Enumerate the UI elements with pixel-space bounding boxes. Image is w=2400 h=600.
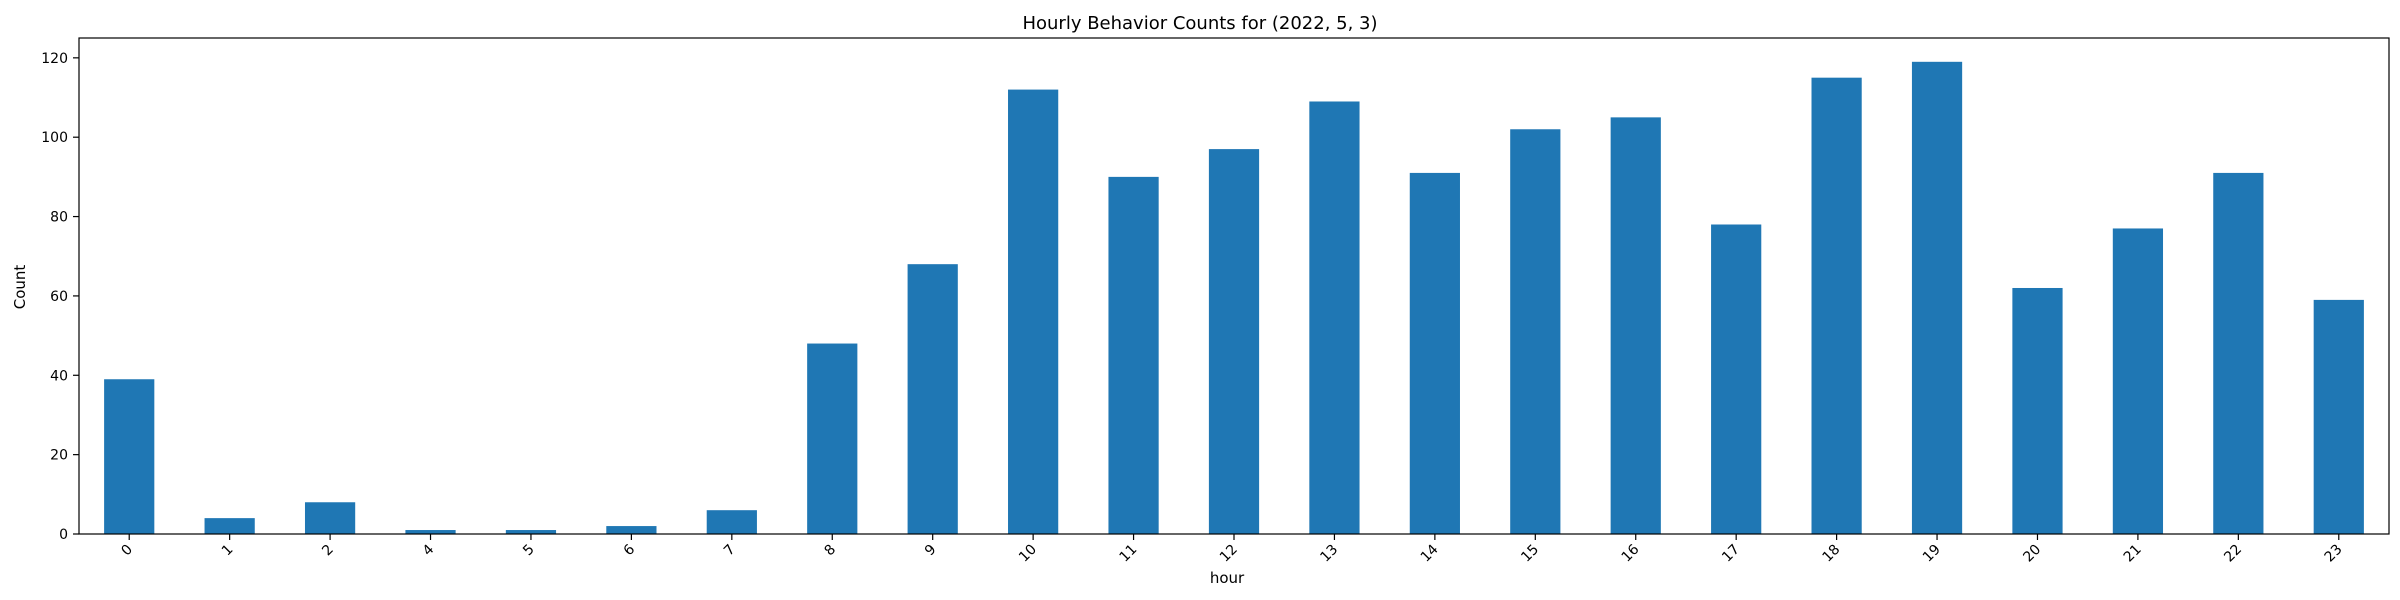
y-tick-label: 80 — [50, 210, 68, 226]
x-tick-label: 7 — [721, 542, 739, 560]
bar-hour-14 — [1409, 172, 1460, 535]
bar-hour-9 — [907, 264, 958, 534]
x-tick-label: 9 — [922, 542, 940, 560]
x-tick-label: 6 — [621, 541, 639, 559]
x-tick-label: 14 — [1418, 541, 1442, 565]
bar-hour-8 — [807, 343, 858, 534]
x-tick-label: 10 — [1016, 542, 1040, 566]
x-tick-label: 23 — [2322, 542, 2346, 566]
bar-hour-20 — [2012, 287, 2063, 534]
x-tick-label: 18 — [1820, 542, 1844, 566]
bar-hour-22 — [2213, 172, 2264, 535]
bar-hour-12 — [1208, 149, 1260, 534]
y-tick-label: 40 — [50, 368, 68, 384]
y-axis: 0 20 40 60 80 100 120 — [41, 51, 79, 543]
x-tick-label: 5 — [520, 542, 538, 560]
x-tick-label: 19 — [1920, 542, 1944, 566]
x-tick-label: 1 — [219, 542, 237, 560]
bar-hour-10 — [1008, 89, 1059, 535]
x-tick-label: 12 — [1217, 542, 1241, 566]
y-tick-label: 20 — [50, 448, 68, 464]
bar-hour-15 — [1510, 129, 1561, 534]
x-tick-label: 4 — [420, 541, 438, 559]
x-tick-label: 21 — [2121, 542, 2145, 566]
bar-hour-18 — [1811, 77, 1862, 535]
x-tick-label: 11 — [1116, 542, 1140, 566]
y-axis-title: Count — [11, 265, 29, 310]
x-tick-label: 17 — [1719, 542, 1743, 566]
plot-area — [78, 37, 2390, 535]
y-tick-label: 60 — [50, 289, 68, 305]
x-tick-label: 2 — [319, 542, 337, 560]
bar-hour-4 — [405, 530, 456, 534]
bar-hour-13 — [1309, 101, 1360, 534]
bar-hour-6 — [606, 526, 657, 534]
x-tick-label: 20 — [2020, 542, 2044, 566]
x-axis-title: hour — [1210, 569, 1245, 587]
bar-hour-5 — [505, 530, 557, 534]
bar-hour-21 — [2112, 228, 2164, 535]
bar-hour-0 — [104, 379, 155, 534]
bar-hour-11 — [1108, 176, 1159, 534]
y-tick-label: 100 — [41, 130, 68, 146]
bar-hour-1 — [204, 518, 255, 534]
bar-hour-19 — [1911, 61, 1963, 535]
bar-hour-23 — [2313, 299, 2364, 534]
bar-hour-7 — [706, 510, 757, 534]
bar-hour-2 — [304, 502, 356, 534]
x-tick-label: 22 — [2221, 542, 2245, 566]
bar-hour-17 — [1711, 224, 1762, 534]
chart-title: Hourly Behavior Counts for (2022, 5, 3) — [1022, 13, 1377, 34]
x-tick-label: 13 — [1317, 542, 1341, 566]
x-tick-label: 16 — [1619, 541, 1643, 565]
x-tick-label: 0 — [118, 542, 136, 560]
bar-hour-16 — [1610, 117, 1661, 535]
x-axis: 0 1 2 4 5 6 7 8 9 10 11 12 13 14 15 16 17 18 19 20 21 22 23 — [118, 534, 2346, 566]
y-tick-label: 120 — [41, 51, 68, 67]
y-tick-label: 0 — [59, 527, 68, 543]
x-tick-label: 15 — [1518, 542, 1542, 566]
x-tick-label: 8 — [821, 542, 839, 560]
